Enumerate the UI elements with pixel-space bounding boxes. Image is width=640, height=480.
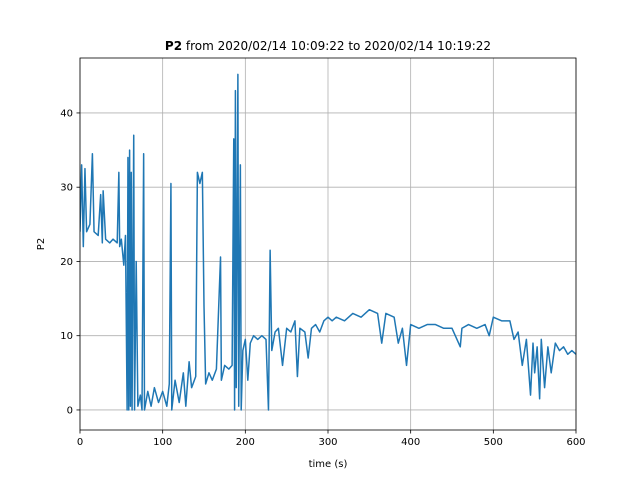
x-tick-label: 500 bbox=[484, 437, 503, 448]
x-tick-label: 300 bbox=[318, 437, 337, 448]
title-bold: P2 bbox=[165, 39, 182, 53]
x-tick-label: 200 bbox=[236, 437, 255, 448]
y-axis-label: P2 bbox=[36, 238, 47, 250]
plot-frame bbox=[79, 57, 577, 431]
y-tick-label: 30 bbox=[60, 183, 73, 194]
x-tick-label: 600 bbox=[566, 437, 585, 448]
x-tick-label: 400 bbox=[401, 437, 420, 448]
x-axis-label: time (s) bbox=[309, 459, 348, 470]
y-tick-label: 10 bbox=[60, 331, 73, 342]
x-tick-label: 0 bbox=[77, 437, 83, 448]
y-tick-label: 0 bbox=[67, 405, 73, 416]
data-line bbox=[80, 73, 576, 411]
y-tick-label: 20 bbox=[60, 257, 73, 268]
chart-title: P2 from 2020/02/14 10:09:22 to 2020/02/1… bbox=[165, 39, 491, 53]
title-text: from 2020/02/14 10:09:22 to 2020/02/14 1… bbox=[186, 39, 491, 53]
x-tick-label: 100 bbox=[153, 437, 172, 448]
y-tick-label: 40 bbox=[60, 108, 73, 119]
